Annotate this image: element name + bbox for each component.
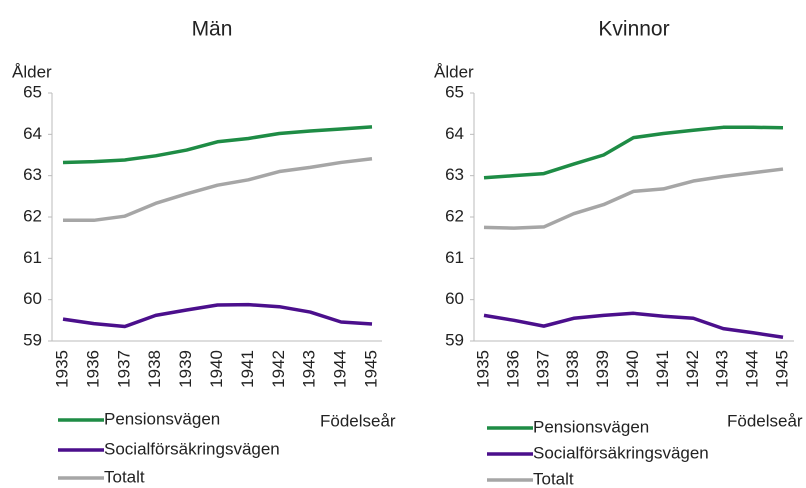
y-tick-label: 64 xyxy=(23,124,42,143)
x-tick-label: 1938 xyxy=(145,350,164,388)
x-tick-label: 1939 xyxy=(176,350,195,388)
chart-title: Kvinnor xyxy=(598,18,669,41)
x-tick-label: 1937 xyxy=(114,350,133,388)
x-axis-label: Födelseår xyxy=(320,411,396,430)
legend-label: Totalt xyxy=(533,469,574,488)
x-tick-label: 1945 xyxy=(772,350,791,388)
legend-label: Socialförsäkringsvägen xyxy=(533,443,709,462)
y-tick-label: 61 xyxy=(23,248,42,267)
y-axis-label: Ålder xyxy=(434,62,474,81)
x-tick-label: 1936 xyxy=(83,350,102,388)
x-tick-label: 1939 xyxy=(593,350,612,388)
x-tick-label: 1941 xyxy=(238,350,257,388)
y-tick-label: 65 xyxy=(445,82,464,101)
y-tick-label: 63 xyxy=(445,165,464,184)
series-line xyxy=(62,302,373,329)
y-tick-label: 60 xyxy=(23,289,42,308)
y-tick-label: 59 xyxy=(23,330,42,349)
y-tick-label: 60 xyxy=(445,289,464,308)
x-tick-label: 1945 xyxy=(361,350,380,388)
series-line xyxy=(483,311,784,340)
x-tick-label: 1935 xyxy=(473,350,492,388)
y-tick-label: 62 xyxy=(445,206,464,225)
legend-label: Socialförsäkringsvägen xyxy=(104,439,280,458)
x-tick-label: 1938 xyxy=(563,350,582,388)
y-axis-label: Ålder xyxy=(12,62,52,81)
y-tick-label: 59 xyxy=(445,330,464,349)
x-tick-label: 1940 xyxy=(623,350,642,388)
legend-label: Pensionsvägen xyxy=(533,417,649,436)
x-tick-label: 1941 xyxy=(653,350,672,388)
x-tick-label: 1943 xyxy=(300,350,319,388)
x-tick-label: 1942 xyxy=(269,350,288,388)
series-line xyxy=(63,156,373,223)
y-tick-label: 62 xyxy=(23,206,42,225)
legend-label: Totalt xyxy=(104,467,145,486)
x-tick-label: 1944 xyxy=(743,350,762,388)
series-line xyxy=(483,167,784,230)
y-tick-label: 64 xyxy=(445,124,464,143)
y-tick-label: 61 xyxy=(445,248,464,267)
y-tick-label: 63 xyxy=(23,165,42,184)
x-tick-label: 1943 xyxy=(713,350,732,388)
x-tick-label: 1935 xyxy=(52,350,71,388)
x-tick-label: 1944 xyxy=(331,350,350,388)
x-tick-label: 1936 xyxy=(503,350,522,388)
x-tick-label: 1942 xyxy=(683,350,702,388)
legend-label: Pensionsvägen xyxy=(104,409,220,428)
x-tick-label: 1937 xyxy=(533,350,552,388)
series-line xyxy=(483,125,784,180)
y-tick-label: 65 xyxy=(23,82,42,101)
x-tick-label: 1940 xyxy=(207,350,226,388)
chart-title: Män xyxy=(192,18,233,41)
series-line xyxy=(62,125,373,165)
x-axis-label: Födelseår xyxy=(727,411,803,430)
